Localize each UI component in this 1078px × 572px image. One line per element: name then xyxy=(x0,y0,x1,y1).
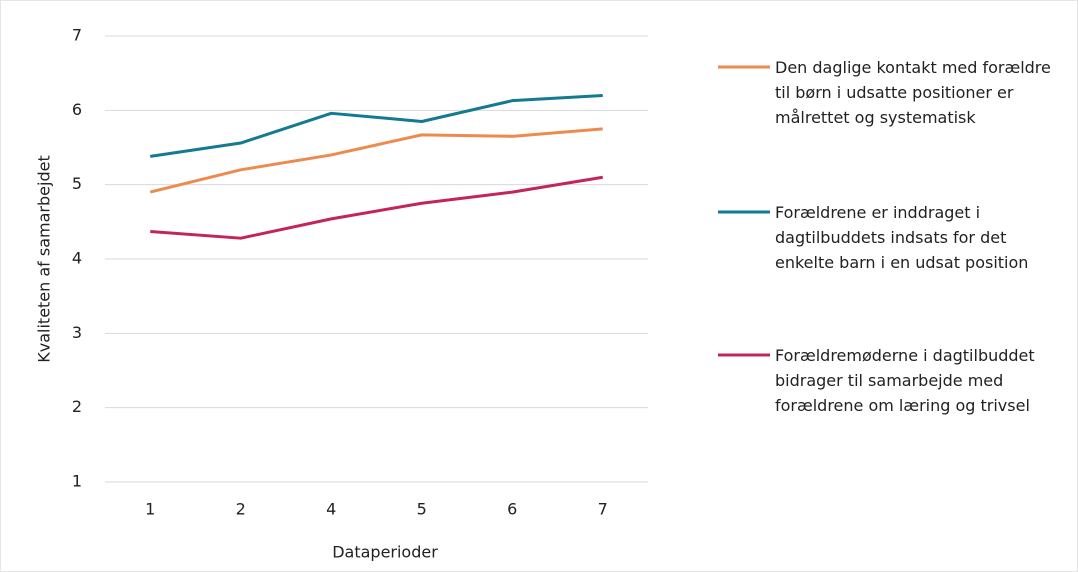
x-tick-label: 2 xyxy=(236,500,246,519)
series-line xyxy=(149,127,603,194)
legend-label: Den daglige kontakt med forældre til bør… xyxy=(775,58,1051,127)
y-tick-label: 1 xyxy=(72,472,82,491)
y-tick-label: 3 xyxy=(72,323,82,342)
legend-label: Forældremøderne i dagtilbuddet bidrager … xyxy=(775,346,1035,415)
series-line xyxy=(150,175,603,240)
x-tick-label: 5 xyxy=(417,500,427,519)
series-line xyxy=(150,93,603,158)
x-tick-label: 7 xyxy=(598,500,608,519)
x-tick-label: 1 xyxy=(145,500,155,519)
y-tick-label: 5 xyxy=(72,174,82,193)
y-tick-label: 6 xyxy=(72,100,82,119)
y-tick-label: 7 xyxy=(72,26,82,45)
y-tick-label: 4 xyxy=(72,249,82,268)
x-tick-label: 4 xyxy=(326,500,336,519)
legend-label: Forældrene er inddraget i dagtilbuddets … xyxy=(775,203,1029,272)
x-axis-label: Dataperioder xyxy=(332,543,438,562)
x-tick-label: 6 xyxy=(507,500,517,519)
y-axis-label: Kvaliteten af samarbejdet xyxy=(35,155,54,362)
y-tick-label: 2 xyxy=(72,397,82,416)
